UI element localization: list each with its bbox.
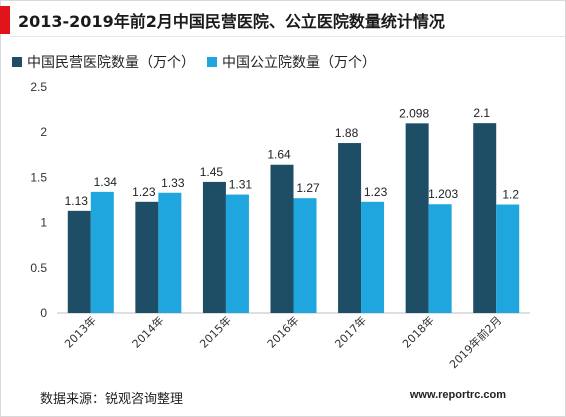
bar-private xyxy=(338,143,362,313)
x-tick-label: 2015年 xyxy=(197,313,234,350)
bar-public xyxy=(158,192,182,313)
data-label-private: 1.45 xyxy=(200,165,224,179)
y-tick-label: 2 xyxy=(40,125,47,139)
x-tick-label: 2017年 xyxy=(332,313,369,350)
chart-legend: 中国民营医院数量（万个） 中国公立院数量（万个） xyxy=(12,52,388,72)
bar-public xyxy=(225,194,249,313)
x-tick-label: 2014年 xyxy=(129,313,166,350)
bar-private xyxy=(202,181,226,313)
x-tick-label: 2018年 xyxy=(399,313,436,350)
bar-private xyxy=(405,123,429,314)
y-tick-label: 2.5 xyxy=(30,80,47,94)
data-label-public: 1.23 xyxy=(364,185,388,199)
legend-swatch-public xyxy=(207,57,217,67)
data-label-private: 1.23 xyxy=(132,185,156,199)
data-label-private: 1.13 xyxy=(65,194,89,208)
legend-label-public: 中国公立院数量（万个） xyxy=(222,55,376,71)
y-tick-label: 1.5 xyxy=(30,170,47,184)
x-tick-label: 2013年 xyxy=(61,313,98,350)
x-tick-label: 2016年 xyxy=(264,313,301,350)
legend-item-public: 中国公立院数量（万个） xyxy=(207,52,376,72)
bar-private xyxy=(270,164,294,313)
data-label-public: 1.31 xyxy=(229,178,253,192)
data-source-note: 数据来源：锐观咨询整理 xyxy=(40,392,184,407)
y-tick-label: 0.5 xyxy=(30,261,47,275)
data-label-public: 1.2 xyxy=(502,188,519,202)
bar-private xyxy=(135,201,159,313)
title-accent-bar xyxy=(0,6,10,34)
title-divider xyxy=(10,36,565,37)
data-label-public: 1.34 xyxy=(94,175,118,189)
data-label-private: 2.1 xyxy=(473,106,490,120)
chart-title: 2013-2019年前2月中国民营医院、公立医院数量统计情况 xyxy=(18,12,445,31)
data-label-private: 1.88 xyxy=(335,126,359,140)
bar-private xyxy=(473,123,497,313)
bar-public xyxy=(90,191,114,313)
bar-public xyxy=(428,204,452,313)
data-label-private: 1.64 xyxy=(267,148,291,162)
legend-item-private: 中国民营医院数量（万个） xyxy=(12,52,195,72)
data-label-private: 2.098 xyxy=(399,106,429,120)
data-label-public: 1.27 xyxy=(296,181,320,195)
website-watermark: www.reportrc.com xyxy=(409,389,506,401)
legend-swatch-private xyxy=(12,57,22,67)
y-tick-label: 1 xyxy=(40,216,47,230)
data-label-public: 1.203 xyxy=(428,187,458,201)
y-tick-label: 0 xyxy=(40,306,47,320)
data-label-public: 1.33 xyxy=(161,176,185,190)
legend-label-private: 中国民营医院数量（万个） xyxy=(27,55,195,71)
bar-private xyxy=(67,210,91,313)
x-tick-label: 2019年前2月 xyxy=(446,313,504,371)
bar-public xyxy=(496,204,520,313)
bar-public xyxy=(361,201,385,313)
bar-public xyxy=(293,198,317,313)
